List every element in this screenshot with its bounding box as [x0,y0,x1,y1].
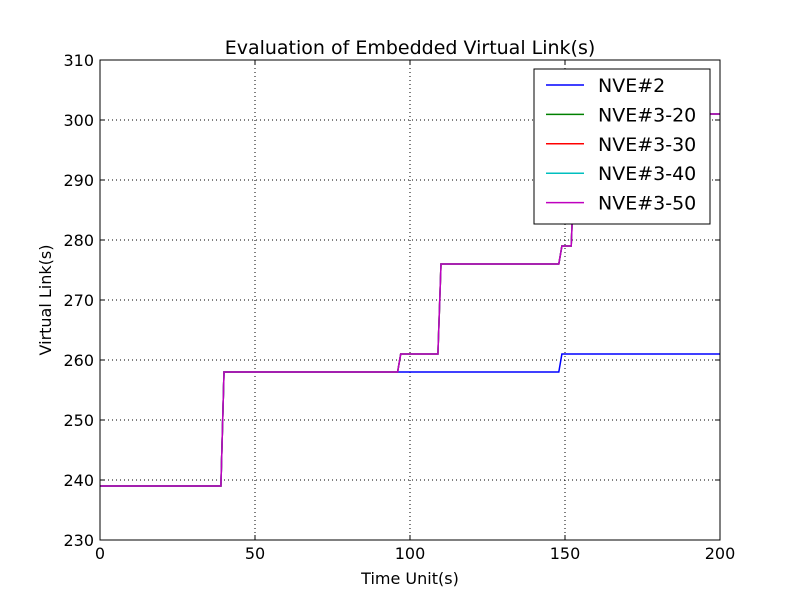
x-tick-label: 150 [550,544,581,563]
legend-label: NVE#3-20 [598,104,696,126]
y-axis-label: Virtual Link(s) [36,245,55,356]
y-tick-label: 270 [63,291,94,310]
legend: NVE#2 NVE#3-20 NVE#3-30 NVE#3-40 NVE#3-50 [533,68,711,225]
y-tick-label: 240 [63,471,94,490]
legend-box [533,68,711,225]
x-tick-label: 50 [245,544,265,563]
legend-label: NVE#3-40 [598,163,696,185]
y-tick-label: 260 [63,351,94,370]
legend-label: NVE#3-30 [598,134,696,156]
x-tick-label: 200 [705,544,736,563]
y-tick-label: 250 [63,411,94,430]
x-axis-label: Time Unit(s) [360,569,459,588]
x-tick-label: 0 [95,544,105,563]
x-tick-label: 100 [395,544,426,563]
x-axis: 0 50 100 150 200 [95,60,735,563]
y-tick-label: 230 [63,531,94,550]
y-axis: 230 240 250 260 270 280 290 300 310 [63,51,720,550]
legend-label: NVE#2 [598,75,665,97]
y-tick-label: 290 [63,171,94,190]
legend-label: NVE#3-50 [598,193,696,215]
chart-title: Evaluation of Embedded Virtual Link(s) [225,37,596,59]
y-tick-label: 310 [63,51,94,70]
y-tick-label: 280 [63,231,94,250]
y-tick-label: 300 [63,111,94,130]
